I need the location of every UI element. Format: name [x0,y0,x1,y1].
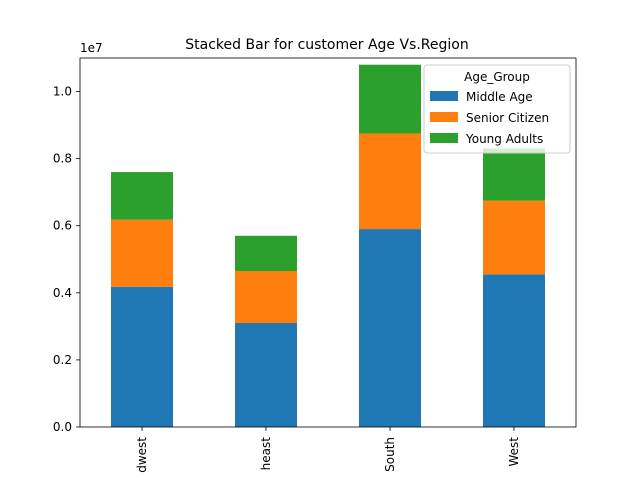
y-axis-offset-label: 1e7 [80,41,103,55]
legend-label-middle-age: Middle Age [466,90,533,104]
legend-label-young-adults: Young Adults [465,132,543,146]
chart-title: Stacked Bar for customer Age Vs.Region [185,37,468,53]
bar-midwest-senior-citizen [111,219,173,287]
bar-northeast-middle-age [235,323,297,427]
bar-midwest-middle-age [111,286,173,427]
y-tick-label: 0.2 [53,353,72,367]
x-tick-label: dwest [135,437,149,473]
bar-south-senior-citizen [359,133,421,230]
bar-west-senior-citizen [483,200,545,275]
y-tick-label: 0.0 [53,420,72,434]
bar-west-young-adults [483,148,545,201]
legend-title: Age_Group [464,70,530,84]
x-tick-label: heast [259,437,273,471]
y-tick-label: 0.6 [53,219,72,233]
bar-south-middle-age [359,229,421,427]
y-tick-label: 1.0 [53,85,72,99]
axes-frame [79,57,577,428]
legend-box [423,64,571,154]
y-tick-label: 0.4 [53,286,72,300]
bars-layer [111,64,545,427]
bar-northeast-young-adults [235,235,297,272]
bar-northeast-senior-citizen [235,271,297,324]
y-tick-label: 0.8 [53,152,72,166]
legend-label-senior-citizen: Senior Citizen [466,111,549,125]
bar-south-young-adults [359,64,421,134]
legend-swatch-young-adults [430,133,458,143]
axes-layer: dwest heast South West 0.0 0.2 0.4 0.6 0.8 1.0 [53,57,577,473]
x-tick-label: West [507,437,521,467]
legend-swatch-middle-age [430,91,458,101]
bar-midwest-young-adults [111,172,173,220]
bar-west-middle-age [483,274,545,427]
x-tick-label: South [383,437,397,472]
legend-swatch-senior-citizen [430,112,458,122]
legend: Age_Group Middle Age Senior Citizen Young A… [423,64,571,154]
